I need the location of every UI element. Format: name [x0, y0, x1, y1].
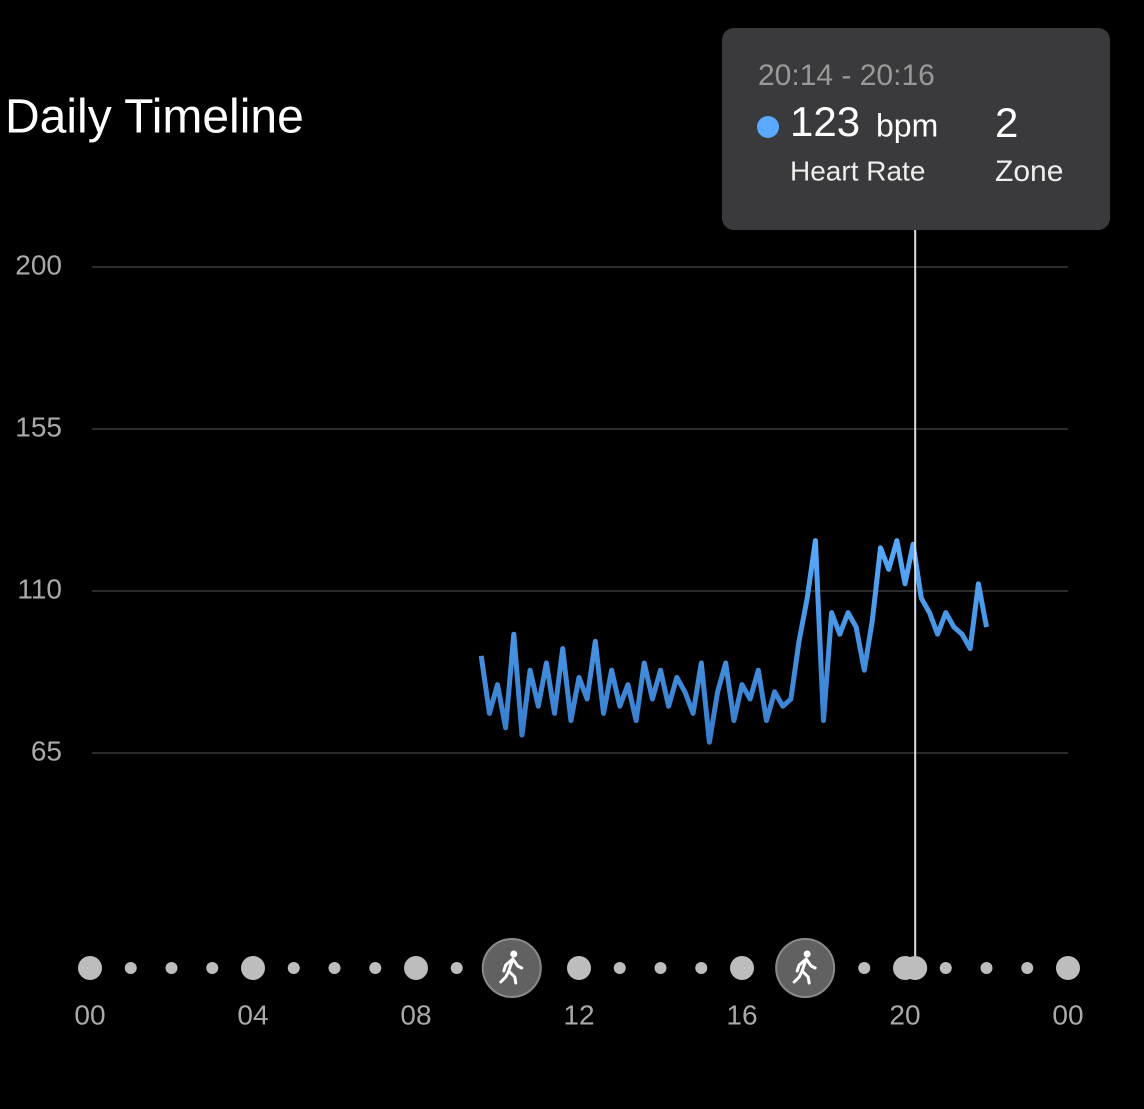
x-tick-label: 16 — [726, 999, 757, 1030]
x-tick-dot — [730, 956, 754, 980]
minor-dot — [165, 962, 178, 974]
tooltip: 20:14 - 20:16 123 bpm Heart Rate 2 Zone — [722, 28, 1110, 230]
x-tick-dot — [404, 956, 428, 980]
cursor-dot — [903, 956, 928, 980]
workout-circle — [775, 938, 836, 998]
workout-circle — [481, 938, 542, 998]
x-tick-label: 04 — [237, 999, 268, 1030]
x-tick-label: 00 — [1052, 999, 1083, 1030]
workout-icon — [481, 938, 542, 998]
minor-dot — [369, 962, 382, 974]
minor-dot — [695, 962, 708, 974]
walker-head — [510, 950, 518, 958]
minor-dot — [206, 962, 219, 974]
workout-icon — [775, 938, 836, 998]
walker-body — [792, 957, 817, 985]
x-tick-dot — [1056, 956, 1080, 980]
tooltip-label: Heart Rate — [790, 155, 925, 186]
x-tick-label: 00 — [74, 999, 105, 1030]
tooltip-time: 20:14 - 20:16 — [758, 59, 935, 92]
tooltip-zone-label: Zone — [995, 155, 1063, 188]
x-tick-dot — [567, 956, 591, 980]
y-tick-label: 110 — [17, 573, 62, 604]
tooltip-unit: bpm — [876, 107, 938, 143]
minor-dot — [858, 962, 871, 974]
y-tick-label: 155 — [15, 411, 62, 442]
walker-body — [499, 957, 524, 985]
minor-dot — [980, 962, 993, 974]
y-tick-label: 65 — [31, 735, 62, 766]
tooltip-value: 123 — [790, 98, 860, 145]
x-tick-dot — [78, 956, 102, 980]
x-tick-label: 08 — [400, 999, 431, 1030]
tooltip-zone: 2 — [995, 99, 1018, 146]
y-tick-label: 200 — [15, 249, 62, 280]
minor-dot — [328, 962, 341, 974]
tooltip-dot — [757, 116, 779, 138]
minor-dot — [613, 962, 626, 974]
x-tick-label: 20 — [889, 999, 920, 1030]
tooltip-box — [722, 28, 1110, 230]
minor-dot — [1021, 962, 1034, 974]
chart-title: Daily Timeline — [5, 91, 304, 144]
minor-dot — [124, 962, 137, 974]
walker-head — [803, 950, 811, 958]
x-tick-dot — [241, 956, 265, 980]
minor-dot — [654, 962, 667, 974]
minor-dot — [287, 962, 300, 974]
x-tick-label: 12 — [563, 999, 594, 1030]
minor-dot — [450, 962, 463, 974]
heart-rate-line — [478, 538, 989, 745]
minor-dot — [939, 962, 952, 974]
